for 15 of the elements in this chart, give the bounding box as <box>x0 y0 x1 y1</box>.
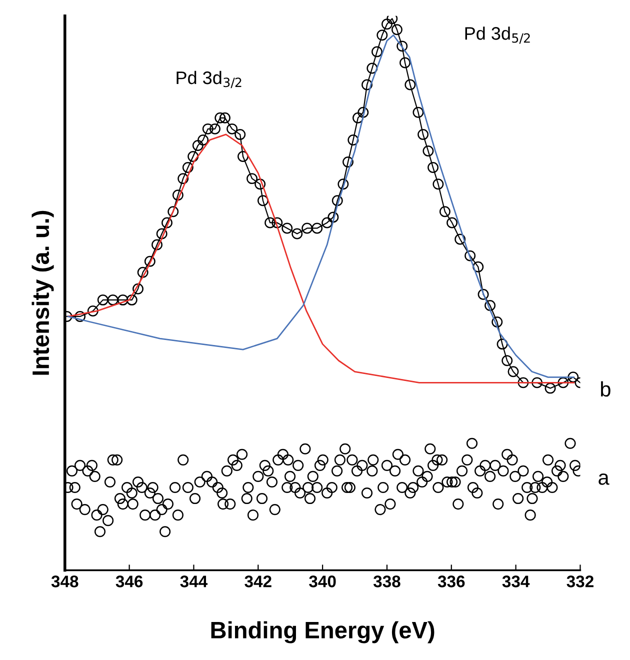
x-tick-label: 338 <box>373 576 400 588</box>
x-tick-label: 334 <box>502 576 530 588</box>
x-tick-label: 340 <box>309 576 336 588</box>
series-label: b <box>601 381 610 397</box>
x-tick-label: 342 <box>244 576 272 588</box>
x-tick-label: 348 <box>51 576 78 588</box>
x-tick-label: 332 <box>566 576 594 588</box>
annotation: Pd 3d$_{5/2}$ <box>465 26 530 44</box>
y-axis-title: Intensity (a. u.) <box>32 210 54 375</box>
x-tick-label: 344 <box>180 576 208 588</box>
annotation: Pd 3d$_{3/2}$ <box>176 70 242 88</box>
x-tick-label: 346 <box>116 576 143 588</box>
x-tick-label: 336 <box>438 576 465 588</box>
x-axis-title: Binding Energy (eV) <box>211 621 434 644</box>
series-label: a <box>598 473 610 485</box>
